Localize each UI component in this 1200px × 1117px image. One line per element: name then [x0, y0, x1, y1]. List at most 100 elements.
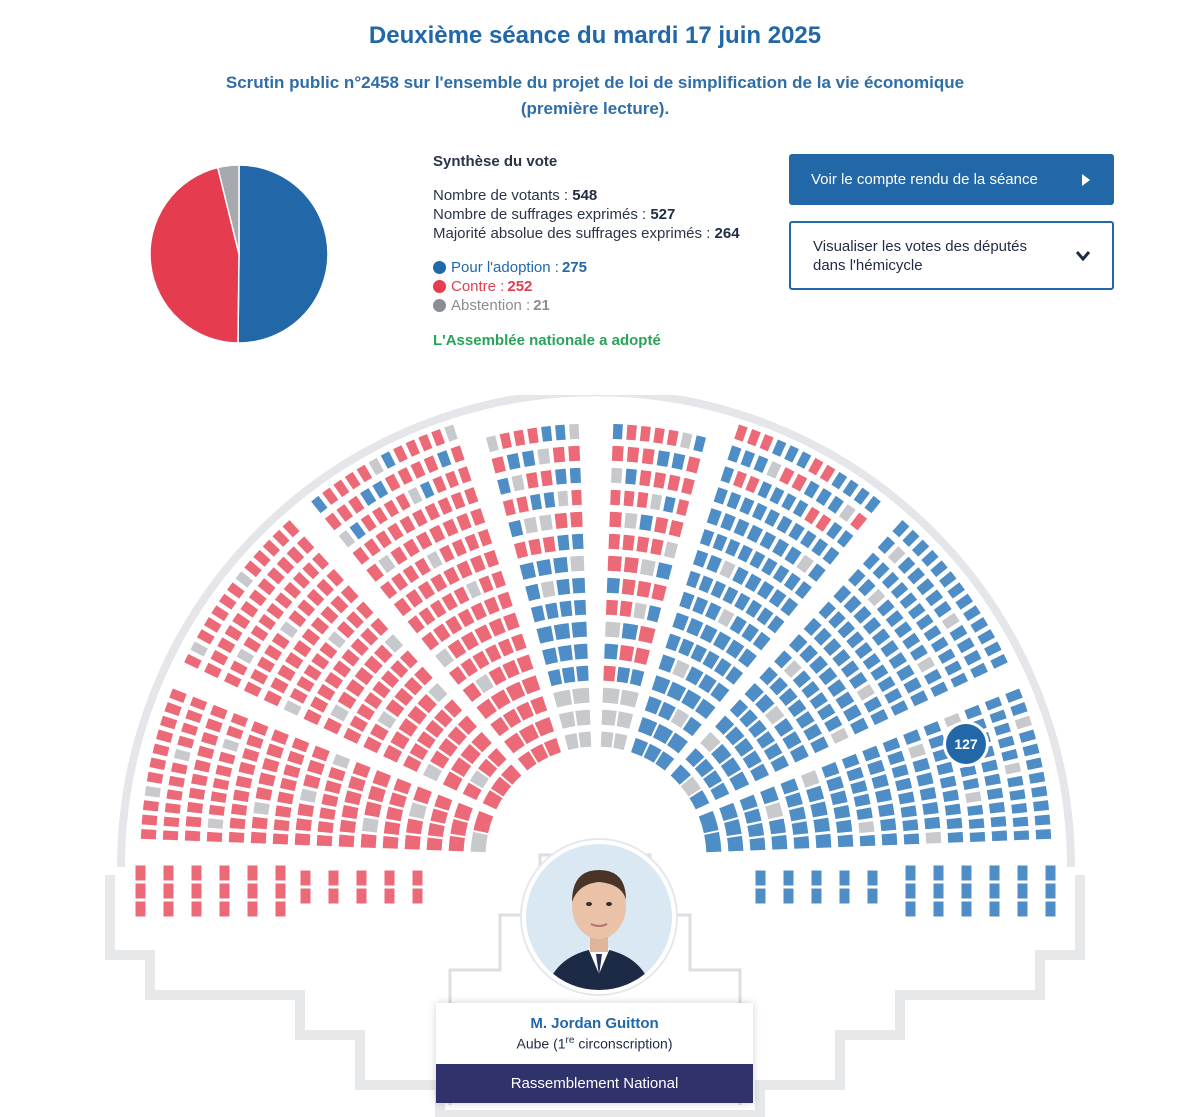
seat: [482, 595, 502, 617]
seat: [697, 574, 715, 595]
seat: [349, 636, 371, 658]
seat: [858, 833, 877, 848]
seat: [412, 665, 435, 687]
seat: [940, 611, 962, 631]
seat: [806, 561, 828, 584]
seat: [285, 544, 306, 566]
seat: [969, 615, 990, 635]
seat: [600, 708, 618, 727]
seat: [512, 540, 530, 560]
seat: [440, 591, 460, 613]
seat: [684, 616, 705, 638]
seat-badge[interactable]: 127: [946, 724, 986, 764]
seat: [556, 643, 574, 663]
view-report-button[interactable]: Voir le compte rendu de la séance: [789, 154, 1114, 205]
seat: [983, 772, 1003, 788]
seat: [469, 830, 489, 854]
seat: [1024, 756, 1044, 772]
seat: [762, 741, 784, 762]
seat: [215, 635, 237, 655]
seat: [759, 556, 779, 578]
seat: [698, 527, 716, 548]
seat: [314, 577, 336, 598]
legend-item: Contre : 252: [433, 277, 773, 296]
seat: [966, 803, 985, 817]
seat: [893, 776, 914, 793]
seat: [366, 784, 388, 804]
seat: [1034, 827, 1053, 841]
seat: [408, 741, 430, 762]
seat: [295, 534, 316, 556]
seat: [876, 802, 896, 819]
seat: [383, 887, 396, 905]
seat: [901, 818, 920, 833]
seat: [145, 770, 165, 785]
seat: [924, 830, 943, 845]
seat: [880, 570, 901, 591]
seat: [701, 649, 721, 671]
seat: [404, 817, 425, 836]
seat: [426, 821, 446, 839]
seat: [836, 833, 855, 849]
seat: [745, 427, 763, 448]
vote-result: L'Assemblée nationale a adopté: [433, 332, 661, 349]
seat: [287, 608, 308, 629]
seat: [745, 523, 765, 545]
seat: [868, 662, 890, 683]
seat: [896, 555, 917, 576]
seat: [246, 900, 259, 918]
legend-dot-icon: [433, 299, 446, 312]
seat: [945, 816, 964, 831]
seat: [876, 674, 897, 694]
seat: [755, 579, 776, 601]
seat: [274, 882, 287, 900]
seat: [537, 513, 554, 533]
seat: [731, 469, 749, 490]
seat: [250, 815, 269, 831]
hemicycle-toggle-button[interactable]: Visualiser les votes des députés dans l'…: [789, 221, 1114, 290]
seat: [1011, 815, 1030, 829]
seat: [987, 800, 1007, 815]
seat: [665, 428, 680, 448]
seat: [368, 616, 390, 638]
seat: [262, 643, 284, 663]
seat: [370, 679, 392, 700]
seat: [218, 882, 231, 900]
seat: [141, 799, 161, 813]
seat: [821, 636, 843, 658]
seat: [162, 815, 181, 829]
seat: [783, 791, 805, 809]
seat: [884, 608, 905, 629]
seat: [421, 762, 444, 783]
seat: [717, 801, 740, 823]
seat: [612, 731, 629, 752]
seat: [1044, 864, 1057, 882]
seat: [140, 813, 159, 827]
seat: [988, 882, 1001, 900]
seat: [738, 495, 756, 517]
view-report-label: Voir le compte rendu de la séance: [811, 171, 1038, 188]
pie-slice-abstention: [216, 164, 240, 255]
seat: [943, 802, 963, 817]
hemicycle-structure: [105, 875, 1085, 1117]
seat: [703, 601, 723, 622]
seat: [362, 536, 383, 558]
seat: [328, 702, 351, 723]
seat: [151, 742, 171, 758]
seat: [605, 576, 622, 595]
seat: [755, 605, 775, 627]
seat: [528, 742, 550, 765]
seat: [539, 424, 554, 443]
seat: [323, 670, 345, 691]
seat: [490, 569, 508, 590]
seat: [610, 444, 625, 463]
seat: [512, 428, 527, 448]
seat: [196, 744, 216, 761]
seat: [1013, 714, 1034, 731]
seat: [348, 714, 370, 734]
seat: [182, 652, 204, 671]
seat: [945, 580, 967, 601]
seat: [988, 652, 1010, 671]
seat: [229, 802, 249, 817]
seat: [1003, 761, 1023, 776]
